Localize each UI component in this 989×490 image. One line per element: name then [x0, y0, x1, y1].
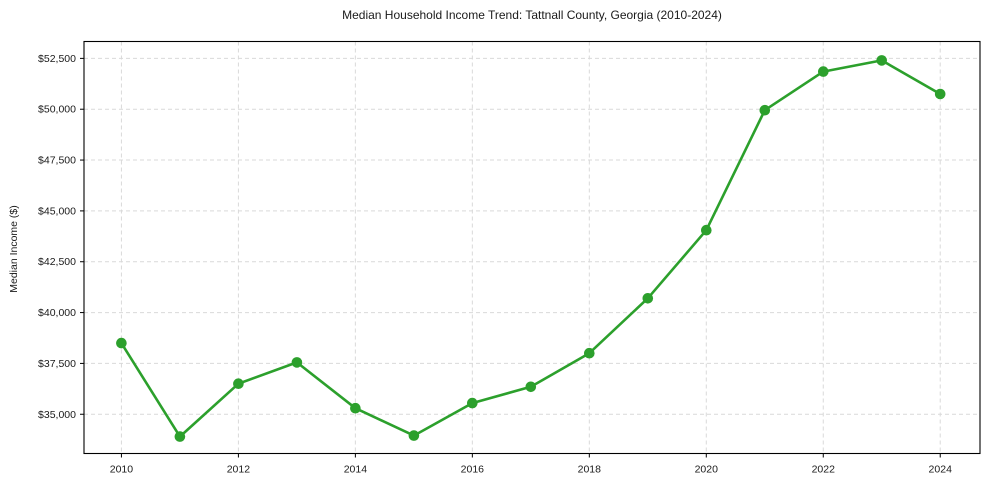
- data-point: [584, 347, 595, 359]
- data-point: [467, 397, 478, 409]
- y-tick-label: $52,500: [38, 53, 76, 65]
- data-point: [525, 381, 537, 393]
- y-tick-label: $35,000: [38, 409, 76, 421]
- data-point: [642, 293, 654, 304]
- data-point: [116, 337, 127, 349]
- data-point: [174, 431, 186, 442]
- y-tick-label: $50,000: [38, 104, 76, 116]
- y-tick-label: $47,500: [38, 155, 76, 167]
- x-tick-label: 2022: [812, 464, 836, 476]
- y-tick-label: $45,000: [38, 205, 76, 217]
- x-tick-label: 2018: [578, 464, 602, 476]
- x-tick-label: 2020: [695, 464, 719, 476]
- plot-border: [83, 40, 981, 455]
- y-tick-label: $42,500: [38, 256, 76, 268]
- data-point: [934, 88, 946, 100]
- data-point: [701, 224, 712, 236]
- data-point: [291, 357, 303, 368]
- data-point: [818, 66, 829, 77]
- y-tick-label: $40,000: [38, 307, 76, 319]
- x-tick-label: 2010: [110, 464, 134, 476]
- x-tick-label: 2024: [929, 464, 953, 476]
- data-point: [408, 430, 420, 441]
- data-point: [233, 378, 244, 390]
- x-tick-label: 2016: [461, 464, 485, 476]
- x-tick-label: 2012: [227, 464, 251, 476]
- trend-line: [120, 59, 942, 438]
- data-point: [759, 104, 771, 116]
- data-point: [876, 55, 887, 66]
- chart-title: Median Household Income Trend: Tattnall …: [342, 8, 722, 22]
- y-tick-label: $37,500: [38, 358, 76, 370]
- x-tick-label: 2014: [344, 464, 368, 476]
- data-point: [350, 402, 361, 414]
